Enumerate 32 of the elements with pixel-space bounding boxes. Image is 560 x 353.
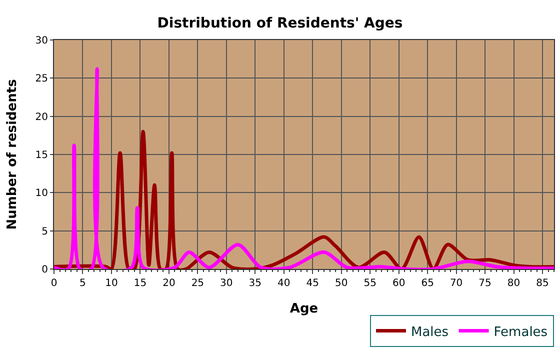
x-tick-label: 0	[50, 278, 58, 289]
x-tick-label: 25	[191, 278, 204, 289]
x-tick-label: 45	[306, 278, 319, 289]
x-tick-label: 10	[105, 278, 118, 289]
legend-label: Males	[411, 324, 449, 340]
y-tick-label: 25	[35, 74, 48, 85]
y-tick-label: 5	[42, 226, 48, 238]
x-tick-label: 75	[478, 278, 492, 289]
legend-label: Females	[494, 324, 548, 340]
y-tick-label: 15	[35, 150, 48, 161]
y-tick-label: 10	[35, 188, 48, 200]
x-tick-label: 35	[248, 278, 262, 289]
x-tick-label: 30	[220, 278, 233, 289]
y-axis-title: Number of residents	[5, 78, 20, 230]
x-axis-title: Age	[290, 302, 318, 317]
x-tick-label: 15	[134, 278, 147, 289]
x-tick-label: 70	[450, 278, 463, 289]
x-tick-label: 85	[536, 278, 549, 289]
x-tick-label: 55	[364, 278, 376, 289]
x-tick-label: 50	[334, 278, 348, 289]
line-series	[54, 67, 554, 269]
x-tick-label: 65	[421, 278, 434, 289]
x-tick-label: 5	[80, 278, 86, 289]
x-tick-label: 60	[392, 278, 406, 289]
x-tick-label: 80	[507, 278, 520, 289]
line-series	[54, 130, 554, 269]
y-tick-label: 30	[35, 36, 48, 46]
y-tick-label: 20	[35, 112, 48, 123]
chart-title: Distribution of Residents' Ages	[157, 15, 403, 32]
x-tick-label: 20	[162, 278, 176, 289]
x-tick-label: 40	[278, 278, 290, 289]
y-tick-label: 0	[42, 264, 48, 276]
